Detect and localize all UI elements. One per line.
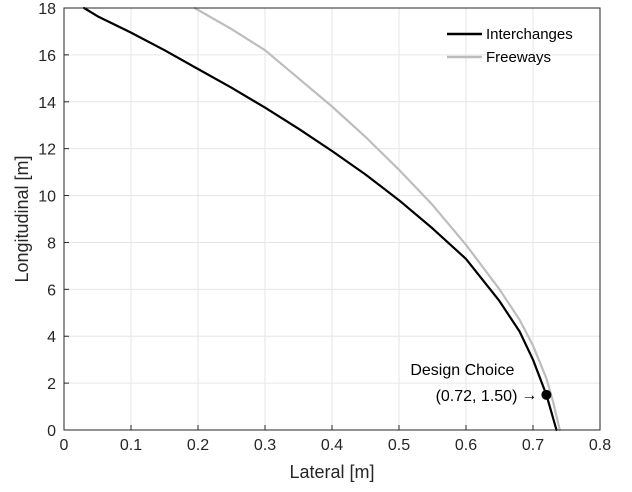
design-choice-point [541, 389, 552, 400]
ticks: 0 0.1 0.2 0.3 0.4 0.5 0.6 0.7 0.8 0 2 4 6 8 10 12 14 16 18 [38, 1, 611, 454]
x-axis-title: Lateral [m] [289, 462, 374, 482]
series-group [82, 6, 561, 432]
design-choice-annotation: Design Choice (0.72, 1.50) → [410, 362, 552, 405]
x-tick-label: 0.2 [187, 437, 209, 454]
y-tick-label: 4 [47, 329, 56, 346]
legend: Interchanges Freeways [447, 26, 573, 66]
y-tick-label: 10 [38, 189, 56, 206]
y-tick-label: 12 [38, 142, 56, 159]
annotation-label: (0.72, 1.50) [436, 388, 518, 405]
y-tick-label: 6 [47, 282, 56, 299]
x-tick-label: 0.4 [321, 437, 343, 454]
x-tick-label: 0.6 [455, 437, 477, 454]
x-tick-label: 0.5 [388, 437, 410, 454]
legend-label-freeways: Freeways [486, 49, 551, 66]
x-tick-label: 0.8 [589, 437, 611, 454]
y-tick-label: 8 [47, 235, 56, 252]
y-tick-label: 2 [47, 376, 56, 393]
series-line-freeways [193, 6, 561, 432]
annotation-arrow-icon: → [521, 387, 537, 404]
y-tick-label: 14 [38, 95, 56, 112]
x-tick-label: 0 [60, 437, 69, 454]
y-tick-label: 16 [38, 48, 56, 65]
grid [63, 7, 601, 431]
y-tick-label: 18 [38, 1, 56, 18]
y-tick-label: 0 [47, 423, 56, 440]
annotation-title: Design Choice [410, 362, 514, 379]
legend-label-interchanges: Interchanges [486, 26, 573, 43]
x-tick-label: 0.3 [254, 437, 276, 454]
y-axis-title: Longitudinal [m] [12, 155, 32, 282]
x-tick-label: 0.1 [120, 437, 142, 454]
series-line-interchanges [82, 6, 558, 432]
x-tick-label: 0.7 [522, 437, 544, 454]
